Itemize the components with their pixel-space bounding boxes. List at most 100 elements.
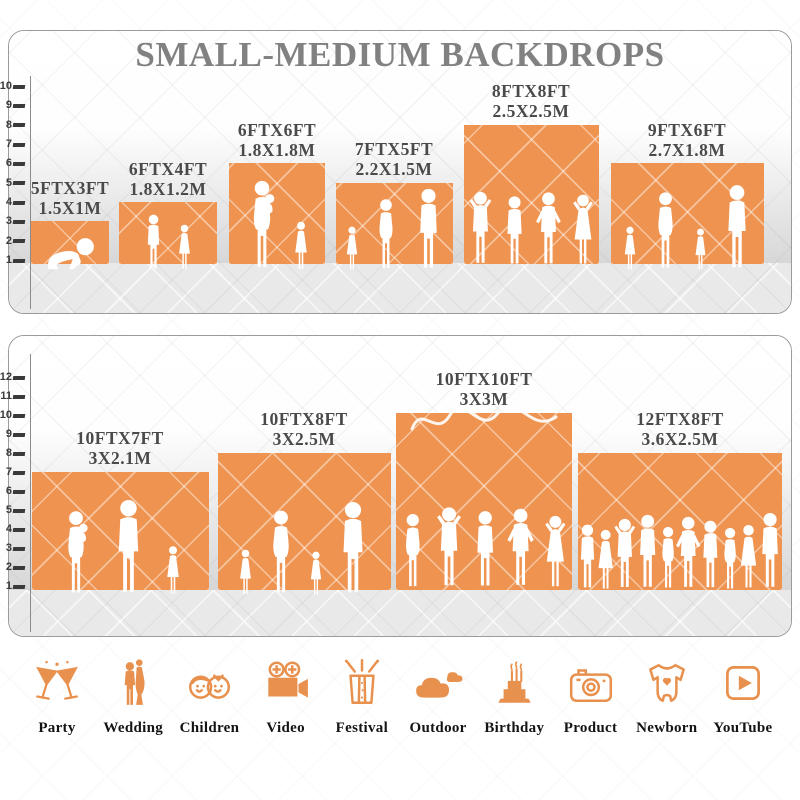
category-label: Birthday — [484, 720, 545, 736]
ruler-tick-label: 2 — [5, 561, 12, 573]
backdrop-label: 6FTX4FT 1.8X1.2M — [128, 159, 208, 199]
silhouette-two-children — [119, 214, 217, 271]
floor-strip — [9, 263, 791, 313]
floor-strip — [9, 590, 791, 636]
backdrop-label: 8FTX8FT 2.5X2.5M — [491, 81, 571, 121]
panel-small-medium: SMALL-MEDIUM BACKDROPS 10 9 8 7 6 5 4 3 2 1 5FTX3… — [0, 30, 792, 314]
category-label: Video — [266, 720, 305, 736]
newborn-icon — [648, 664, 685, 702]
ruler-tick-label: 4 — [5, 196, 12, 208]
ruler-tick-mark — [12, 565, 26, 570]
ruler-tick-label: 12 — [0, 371, 12, 383]
category-youtube: YouTube — [708, 652, 778, 737]
ruler-tick-mark — [12, 84, 26, 89]
ruler-tick-label: 8 — [5, 118, 12, 131]
category-label: Outdoor — [409, 720, 467, 736]
silhouette-family-of-3 — [336, 188, 453, 271]
backdrop-label: 10FTX8FT 3X2.5M — [260, 409, 348, 449]
category-label: YouTube — [713, 720, 773, 736]
ruler-tick-mark — [12, 103, 26, 108]
silhouette-family-of-4 — [611, 184, 764, 271]
silhouette-group-of-4 — [464, 186, 599, 271]
category-newborn: Newborn — [632, 652, 702, 737]
backdrop-label: 7FTX5FT 2.2X1.5M — [354, 139, 434, 179]
backdrop-10x10 — [396, 413, 572, 590]
ruler-tick-label: 11 — [0, 390, 12, 402]
silhouette-mother-baby-girl — [229, 179, 325, 271]
backdrop-label: 9FTX6FT 2.7X1.8M — [647, 120, 727, 160]
silhouette-crowd — [578, 506, 782, 596]
silhouette-crawling-baby — [31, 235, 109, 271]
category-label: Party — [38, 720, 76, 736]
ruler-tick-label: 5 — [5, 504, 12, 516]
ruler-line — [30, 354, 32, 632]
video-icon — [267, 661, 308, 698]
ruler-tick-label: 10 — [0, 80, 12, 93]
silhouette-family-of-4 — [218, 501, 391, 596]
category-label: Newborn — [636, 720, 698, 736]
ruler-tick-mark — [12, 527, 26, 532]
ruler-tick-mark — [12, 413, 26, 418]
ruler-tick-mark — [12, 375, 26, 380]
ruler-tick-mark — [12, 584, 26, 589]
ruler-tick-mark — [12, 219, 26, 224]
category-label: Wedding — [103, 720, 164, 736]
ruler-tick-label: 6 — [5, 485, 12, 497]
panel-large: 12 11 10 9 8 7 6 5 4 3 2 1 10FTX7FT 3X2.1M 10FTX8FT 3… — [0, 335, 792, 637]
ruler-tick-label: 9 — [5, 99, 12, 112]
page-title: SMALL-MEDIUM BACKDROPS — [135, 35, 665, 74]
ruler-line — [30, 76, 32, 309]
ruler-tick-mark — [12, 508, 26, 513]
category-row: Party Wedding Children — [0, 652, 800, 762]
ruler-tick-label: 1 — [5, 580, 12, 592]
ruler-tick-label: 8 — [5, 447, 12, 459]
ruler-tick-label: 7 — [5, 466, 12, 478]
youtube-icon — [725, 666, 760, 700]
category-label: Festival — [335, 720, 389, 736]
ruler-tick-mark — [12, 546, 26, 551]
ruler-tick-mark — [12, 470, 26, 475]
ruler-tick-mark — [12, 394, 26, 399]
ruler-tick-label: 6 — [5, 157, 12, 170]
ruler-tick-label: 10 — [0, 409, 12, 421]
backdrop-6x6 — [229, 163, 325, 264]
ruler-tick-mark — [12, 451, 26, 456]
wedding-icon — [124, 659, 145, 705]
category-party: Party — [22, 652, 92, 737]
category-product: Product — [556, 652, 626, 737]
category-wedding: Wedding — [98, 652, 168, 737]
ruler-tick-label: 1 — [5, 254, 12, 266]
ruler-tick-mark — [12, 432, 26, 437]
ruler-tick-mark — [12, 489, 26, 494]
backdrop-8x8 — [464, 125, 599, 264]
ruler-tick-mark — [12, 142, 26, 147]
backdrop-label: 12FTX8FT 3.6X2.5M — [636, 409, 724, 449]
category-outdoor: Outdoor — [403, 652, 473, 737]
category-festival: Festival — [327, 652, 397, 737]
watermark-script — [410, 413, 558, 431]
backdrop-label: 10FTX10FT 3X3M — [435, 369, 533, 409]
silhouette-family-of-3 — [32, 499, 209, 596]
backdrop-label: 6FTX6FT 1.8X1.8M — [237, 120, 317, 160]
backdrop-6x4 — [119, 202, 217, 264]
product-icon — [569, 669, 612, 702]
backdrop-label: 10FTX7FT 3X2.1M — [76, 428, 164, 468]
silhouette-group-of-5 — [396, 499, 572, 596]
ruler-tick-mark — [12, 161, 26, 166]
ruler-tick-mark — [12, 123, 26, 127]
ruler-tick-mark — [12, 258, 26, 263]
outdoor-icon — [416, 672, 463, 698]
ruler-tick-label: 2 — [5, 234, 12, 247]
category-video: Video — [251, 652, 321, 737]
category-birthday: Birthday — [479, 652, 549, 737]
ruler-tick-label: 7 — [5, 138, 12, 151]
ruler-tick-label: 3 — [5, 542, 12, 554]
ruler-tick-label: 4 — [5, 523, 12, 535]
ruler-tick-mark — [12, 239, 26, 243]
festival-icon — [344, 658, 379, 705]
ruler-tick-label: 9 — [5, 428, 12, 440]
party-icon — [36, 660, 78, 700]
category-label: Product — [563, 720, 618, 736]
category-children: Children — [174, 652, 244, 737]
ruler-tick-label: 5 — [5, 176, 12, 189]
